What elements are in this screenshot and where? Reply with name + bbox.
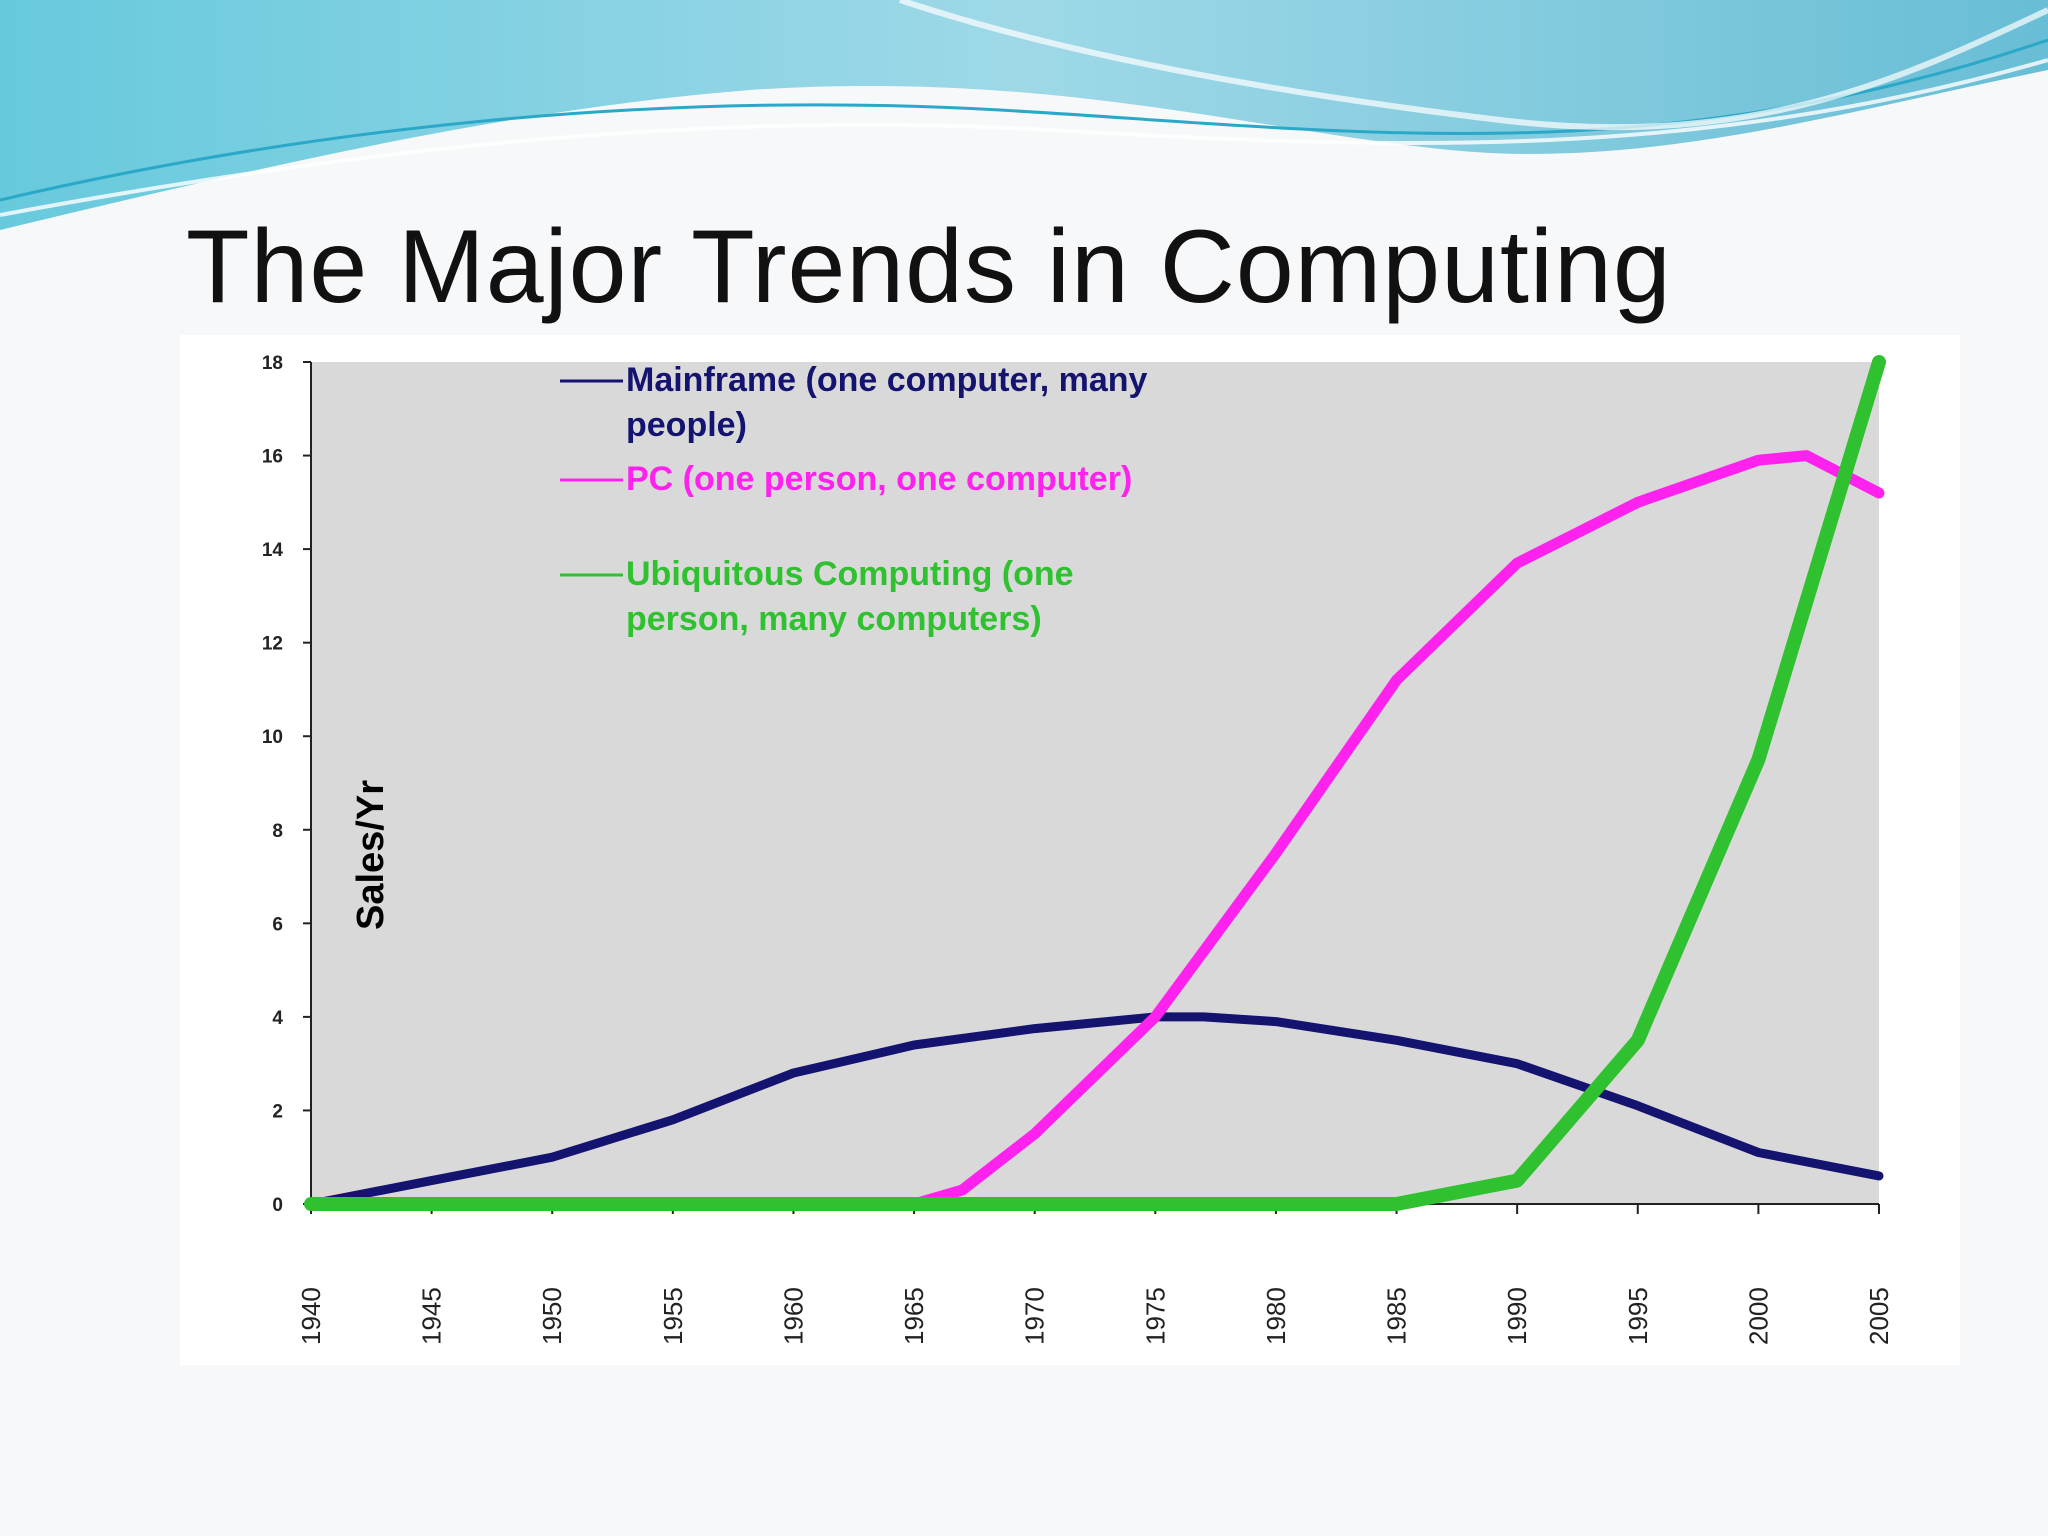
y-tick-label: 10 <box>262 727 283 748</box>
y-tick-label: 8 <box>272 821 283 842</box>
y-tick-label: 4 <box>272 1008 283 1029</box>
x-tick-label: 1975 <box>1140 1287 1170 1345</box>
legend: Mainframe (one computer, many people) PC (… <box>560 361 1148 638</box>
y-tick-label: 14 <box>262 540 284 561</box>
x-tick-label: 1950 <box>537 1287 567 1345</box>
series-layer <box>304 355 1886 1211</box>
y-tick-label: 0 <box>272 1195 283 1216</box>
y-tick-label: 18 <box>262 353 283 374</box>
chart-figure: 0 2 4 6 8 10 12 14 16 18 1940 1945 1950 1955 1960 1965 1… <box>180 335 1960 1365</box>
x-tick-label: 1980 <box>1261 1287 1291 1345</box>
legend-label-pc: PC (one person, one computer) <box>626 460 1132 498</box>
y-tick-label: 2 <box>272 1101 283 1122</box>
y-tick-label: 12 <box>262 634 283 655</box>
y-tick-label: 16 <box>262 447 283 468</box>
series-line-ubiquitous <box>304 355 1886 1211</box>
series-line-pc <box>908 450 1885 1210</box>
x-tick-label: 1940 <box>296 1287 326 1345</box>
x-tick-label: 1965 <box>899 1287 929 1345</box>
x-tick-label: 1945 <box>417 1287 447 1345</box>
x-tick-label: 1960 <box>778 1287 808 1345</box>
y-tick-label: 6 <box>272 914 283 935</box>
legend-label-ubiquitous: Ubiquitous Computing (one <box>626 555 1074 593</box>
x-tick-label: 2005 <box>1864 1287 1894 1345</box>
line-chart: 0 2 4 6 8 10 12 14 16 18 1940 1945 1950 1955 1960 1965 1… <box>262 353 1894 1345</box>
x-tick-label: 1990 <box>1502 1287 1532 1345</box>
x-tick-label: 1970 <box>1020 1287 1050 1345</box>
y-axis-label: Sales/Yr <box>350 780 392 930</box>
x-tick-label: 2000 <box>1743 1287 1773 1345</box>
x-tick-label: 1995 <box>1623 1287 1653 1345</box>
legend-label-mainframe: people) <box>626 406 747 444</box>
slide-title: The Major Trends in Computing <box>186 209 1672 325</box>
x-tick-label: 1955 <box>658 1287 688 1345</box>
legend-label-ubiquitous: person, many computers) <box>626 600 1042 638</box>
x-tick-label: 1985 <box>1382 1287 1412 1345</box>
legend-label-mainframe: Mainframe (one computer, many <box>626 361 1148 399</box>
header-wave-decoration <box>0 0 2048 230</box>
